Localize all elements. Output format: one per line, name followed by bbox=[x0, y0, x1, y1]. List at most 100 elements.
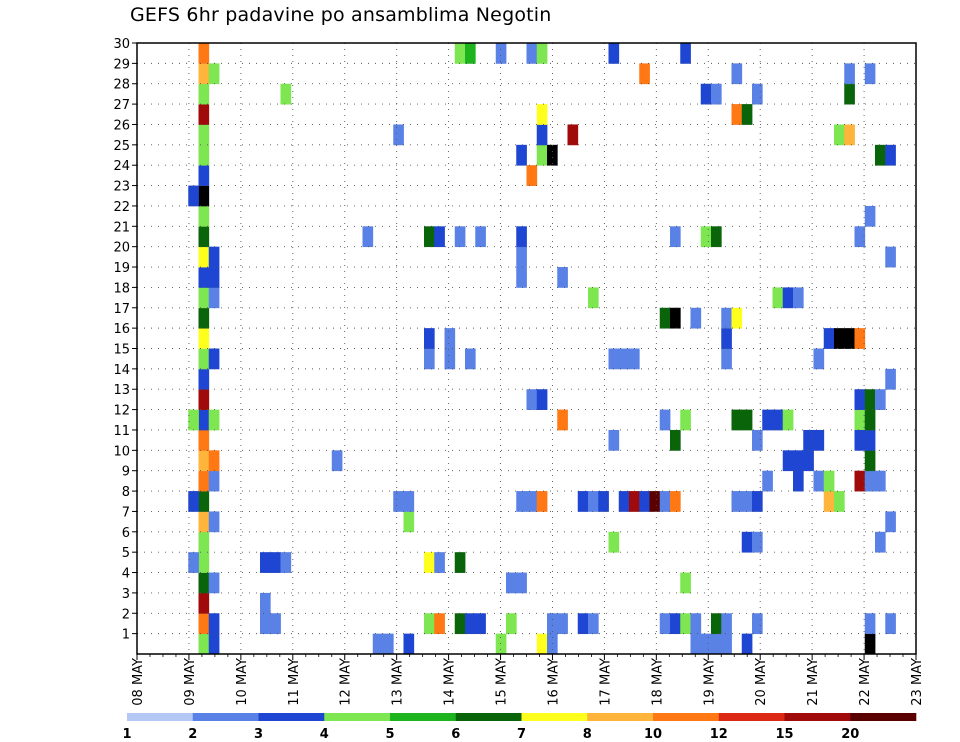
heatmap-cell-74 bbox=[454, 226, 466, 248]
heatmap-cell-134 bbox=[680, 409, 691, 431]
heatmap-cell-15 bbox=[198, 328, 210, 349]
heatmap-cell-208 bbox=[875, 144, 886, 166]
heatmap-cell-91 bbox=[526, 491, 538, 512]
heatmap-cell-109 bbox=[577, 613, 589, 635]
heatmap-cell-73 bbox=[454, 552, 466, 573]
heatmap-cell-32 bbox=[188, 409, 199, 431]
heatmap-cell-89 bbox=[516, 246, 527, 268]
heatmap-cell-152 bbox=[731, 491, 743, 512]
heatmap-cell-185 bbox=[834, 328, 845, 349]
heatmap-cell-4 bbox=[198, 552, 210, 573]
heatmap-cell-75 bbox=[454, 43, 466, 64]
heatmap-cell-214 bbox=[885, 144, 896, 166]
heatmap-cell-175 bbox=[793, 287, 804, 309]
colorbar-label-10: 10 bbox=[644, 727, 662, 742]
heatmap-cell-184 bbox=[834, 491, 845, 512]
heatmap-cell-126 bbox=[659, 307, 671, 329]
x-tick-label-5: 13 MAY bbox=[391, 658, 406, 706]
heatmap-cell-88 bbox=[516, 267, 527, 288]
colorbar-label-7: 7 bbox=[517, 727, 526, 742]
heatmap-cell-137 bbox=[690, 633, 702, 655]
heatmap-cell-113 bbox=[588, 287, 599, 309]
heatmap-cell-76 bbox=[465, 613, 476, 635]
y-tick-label-23: 23 bbox=[113, 180, 130, 195]
heatmap-cell-22 bbox=[198, 185, 210, 207]
x-tick-label-1: 09 MAY bbox=[183, 658, 198, 706]
y-tick-label-25: 25 bbox=[113, 139, 130, 154]
heatmap-cell-68 bbox=[434, 552, 445, 573]
heatmap-cell-169 bbox=[772, 287, 784, 309]
colorbar-segment-0 bbox=[127, 713, 194, 721]
heatmap-cell-86 bbox=[516, 572, 527, 594]
grid-lines bbox=[136, 43, 917, 654]
heatmap-cell-3 bbox=[198, 572, 210, 594]
heatmap-cell-97 bbox=[536, 144, 548, 166]
y-tick-label-3: 3 bbox=[122, 587, 130, 602]
heatmap-cell-168 bbox=[772, 409, 784, 431]
heatmap-cell-21 bbox=[198, 205, 210, 227]
heatmap-cell-48 bbox=[260, 552, 271, 573]
heatmap-cell-186 bbox=[834, 124, 845, 146]
heatmap-cell-69 bbox=[434, 226, 445, 248]
heatmap-cells bbox=[188, 43, 896, 655]
heatmap-cell-11 bbox=[198, 409, 210, 431]
heatmap-cell-158 bbox=[741, 491, 753, 512]
heatmap-cell-138 bbox=[690, 613, 702, 635]
colorbar-label-4: 4 bbox=[320, 727, 329, 742]
heatmap-cell-215 bbox=[608, 348, 620, 370]
heatmap-cell-165 bbox=[752, 83, 763, 105]
y-tick-label-22: 22 bbox=[113, 200, 130, 215]
heatmap-cell-173 bbox=[793, 470, 804, 492]
colorbar-label-15: 15 bbox=[775, 727, 793, 742]
heatmap-cell-202 bbox=[864, 409, 876, 431]
heatmap-cell-108 bbox=[567, 124, 579, 146]
chart-title: GEFS 6hr padavine po ansamblima Negotin bbox=[130, 4, 552, 26]
heatmap-cell-156 bbox=[741, 633, 753, 655]
heatmap-cell-157 bbox=[741, 531, 753, 553]
heatmap-cell-122 bbox=[649, 491, 661, 512]
y-tick-label-6: 6 bbox=[122, 526, 130, 541]
plot-frame bbox=[136, 42, 917, 655]
heatmap-cell-37 bbox=[208, 511, 220, 533]
heatmap-cell-150 bbox=[721, 307, 732, 329]
heatmap-cell-79 bbox=[475, 613, 486, 635]
heatmap-cell-60 bbox=[403, 511, 415, 533]
heatmap-cell-182 bbox=[823, 328, 835, 349]
heatmap-cell-83 bbox=[506, 613, 517, 635]
x-tick-label-3: 11 MAY bbox=[287, 658, 302, 706]
heatmap-cell-114 bbox=[598, 491, 609, 512]
x-tick-label-7: 15 MAY bbox=[495, 658, 510, 706]
heatmap-cell-116 bbox=[608, 429, 620, 451]
heatmap-cell-96 bbox=[536, 389, 548, 410]
heatmap-cell-205 bbox=[864, 63, 876, 85]
heatmap-cell-105 bbox=[557, 613, 568, 635]
x-tick-label-6: 14 MAY bbox=[443, 658, 458, 706]
heatmap-cell-28 bbox=[198, 63, 210, 85]
heatmap-cell-80 bbox=[475, 226, 486, 248]
heatmap-cell-95 bbox=[536, 491, 548, 512]
y-tick-label-15: 15 bbox=[113, 343, 130, 358]
heatmap-cell-38 bbox=[208, 470, 220, 492]
heatmap-cell-31 bbox=[188, 491, 199, 512]
heatmap-cell-198 bbox=[864, 613, 876, 635]
heatmap-cell-187 bbox=[844, 328, 855, 349]
heatmap-cell-211 bbox=[885, 246, 896, 268]
y-tick-label-12: 12 bbox=[113, 404, 130, 419]
heatmap-cell-154 bbox=[731, 104, 743, 125]
colorbar-segment-2 bbox=[258, 713, 325, 721]
heatmap-cell-197 bbox=[864, 633, 876, 655]
heatmap-cell-50 bbox=[270, 552, 281, 573]
heatmap-cell-200 bbox=[864, 450, 876, 472]
heatmap-cell-46 bbox=[260, 613, 271, 635]
y-tick-label-11: 11 bbox=[113, 424, 130, 439]
heatmap-cell-193 bbox=[854, 409, 866, 431]
colorbar-label-2: 2 bbox=[188, 727, 197, 742]
heatmap-cell-131 bbox=[670, 429, 681, 451]
heatmap-cell-121 bbox=[639, 63, 650, 85]
heatmap-cell-18 bbox=[198, 267, 210, 288]
heatmap-cell-42 bbox=[208, 287, 220, 309]
heatmap-cell-162 bbox=[752, 491, 763, 512]
heatmap-cell-167 bbox=[762, 470, 773, 492]
heatmap-cell-203 bbox=[864, 389, 876, 410]
colorbar-label-20: 20 bbox=[841, 727, 859, 742]
